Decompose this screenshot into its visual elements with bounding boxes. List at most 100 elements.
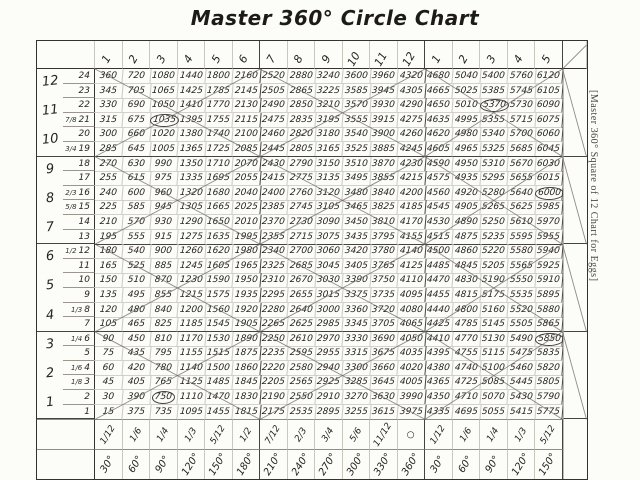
data-cell: 2550: [287, 390, 316, 405]
data-cell: 2835: [287, 113, 316, 128]
data-cell: 2640: [287, 303, 316, 318]
data-cell: 3810: [369, 215, 398, 230]
data-cell: 2055: [232, 171, 261, 186]
data-cell: 6105: [534, 84, 563, 99]
data-cell: 5220: [479, 244, 508, 259]
data-cell: 2190: [259, 390, 288, 405]
data-cell: 1650: [204, 215, 233, 230]
data-cell: 5130: [479, 332, 508, 347]
data-cell: 300: [94, 127, 123, 142]
data-cell: 2565: [287, 375, 316, 390]
row-hour-label: 12: [37, 69, 63, 84]
data-cell: 4095: [397, 288, 426, 303]
data-cell: 1185: [177, 317, 206, 332]
row-sub-number: 11: [79, 261, 90, 271]
row-sub-number: 16: [79, 188, 90, 198]
data-cell: 1335: [177, 171, 206, 186]
data-cell: 1980: [232, 244, 261, 259]
data-cell: 4425: [424, 317, 453, 332]
data-cell: 465: [122, 317, 151, 332]
data-cell: 2010: [232, 215, 261, 230]
data-cell: 1665: [204, 200, 233, 215]
row-hour-label: 8: [37, 186, 63, 201]
footer-fraction: 1/3: [508, 419, 536, 449]
data-cell: 2700: [287, 244, 316, 259]
column-header-label: 9: [319, 53, 334, 66]
data-cell: 5865: [534, 317, 563, 332]
fraction-annotation: 1/8: [71, 378, 82, 386]
data-cell: 4335: [424, 405, 453, 420]
data-cell: 4170: [397, 215, 426, 230]
data-cell: 5910: [534, 273, 563, 288]
data-cell: 3000: [314, 303, 343, 318]
data-cell: 510: [122, 273, 151, 288]
data-cell: 3450: [342, 215, 371, 230]
data-cell: 495: [122, 288, 151, 303]
row-label: 1/38: [63, 303, 95, 318]
footer-fraction: 5/6: [343, 419, 371, 449]
footer-corner: [37, 419, 63, 449]
data-cell: 210: [94, 215, 123, 230]
data-cell: 1305: [177, 200, 206, 215]
data-cell: 255: [94, 171, 123, 186]
data-cell: 3915: [369, 113, 398, 128]
data-cell: 795: [149, 346, 178, 361]
data-cell: 480: [122, 303, 151, 318]
data-cell: 1095: [177, 405, 206, 420]
data-cell: 5025: [452, 84, 481, 99]
data-cell: 5040: [452, 69, 481, 84]
data-cell: 3405: [342, 259, 371, 274]
footer-fraction-label: 1/6: [458, 426, 474, 444]
data-cell: 1410: [177, 98, 206, 113]
footer-fraction: 5/12: [535, 419, 563, 449]
row-hour-label: 11: [37, 98, 63, 113]
edge-cell: [563, 171, 587, 186]
data-cell: 4590: [424, 157, 453, 172]
data-cell: 5685: [507, 142, 536, 157]
data-cell: 1035: [149, 113, 178, 128]
side-margin-note: [Master 360° Square of 12 Chart for Eggs…: [588, 90, 599, 390]
data-cell: 1620: [204, 244, 233, 259]
data-cell: 6045: [534, 142, 563, 157]
edge-cell: [563, 346, 587, 361]
data-cell: 525: [122, 259, 151, 274]
data-cell: 2580: [287, 361, 316, 376]
data-cell: 1995: [232, 230, 261, 245]
row-sub-number: 5: [84, 348, 90, 358]
data-cell: 930: [149, 215, 178, 230]
data-cell: 1605: [204, 259, 233, 274]
data-cell: 3300: [342, 361, 371, 376]
column-header-label: 2: [126, 53, 141, 66]
data-cell: 5760: [507, 69, 536, 84]
data-cell: 2790: [287, 157, 316, 172]
data-cell: 3690: [369, 332, 398, 347]
data-cell: 705: [122, 84, 151, 99]
column-header: 2: [453, 41, 481, 69]
column-header-label: 12: [400, 50, 418, 69]
data-cell: 60: [94, 361, 123, 376]
row-label: 1/64: [63, 361, 95, 376]
data-cell: 1245: [177, 259, 206, 274]
data-cell: 1755: [204, 113, 233, 128]
row-sub-number: 21: [79, 115, 90, 125]
data-cell: 4440: [424, 303, 453, 318]
column-header-label: 8: [291, 53, 306, 66]
row-hour-label: [37, 375, 63, 390]
data-cell: 5835: [534, 346, 563, 361]
circled-value: 1035: [149, 114, 179, 127]
data-cell: 3540: [342, 127, 371, 142]
data-cell: 4785: [452, 317, 481, 332]
column-header-label: 7: [264, 53, 279, 66]
column-header: 1: [95, 41, 123, 69]
data-cell: 5415: [507, 405, 536, 420]
data-cell: 5340: [479, 127, 508, 142]
data-cell: 4110: [397, 273, 426, 288]
data-cell: 1485: [204, 375, 233, 390]
data-cell: 1815: [232, 405, 261, 420]
data-cell: 5700: [507, 127, 536, 142]
data-cell: 735: [149, 405, 178, 420]
data-cell: 3645: [369, 375, 398, 390]
edge-cell: [563, 405, 587, 420]
data-cell: 1740: [204, 127, 233, 142]
data-cell: 405: [122, 375, 151, 390]
